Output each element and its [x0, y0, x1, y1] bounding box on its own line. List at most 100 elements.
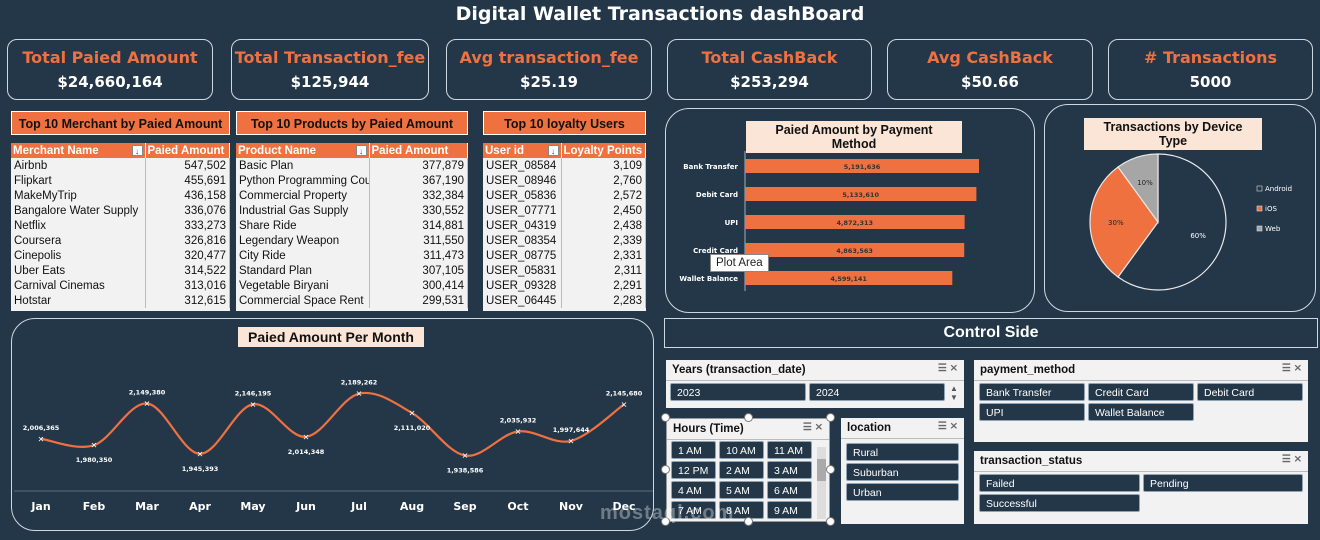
resize-handle[interactable]: [744, 517, 753, 526]
slicer-item-hour[interactable]: 8 AM: [719, 501, 764, 519]
slicer-item-bank-transfer[interactable]: Bank Transfer: [979, 383, 1085, 401]
plot-area-tooltip: Plot Area: [710, 254, 769, 272]
multiselect-clear-icons[interactable]: ☰ ⨯: [937, 363, 958, 374]
data-point[interactable]: ✕: [515, 427, 522, 436]
slicer-item-hour[interactable]: 9 AM: [767, 501, 812, 519]
data-point[interactable]: ✕: [250, 400, 257, 409]
table-row: Python Programming Course367,190: [236, 173, 468, 188]
resize-handle[interactable]: [661, 413, 670, 422]
row-label: Bangalore Water Supply: [11, 203, 146, 218]
slicer-item-hour[interactable]: 6 AM: [767, 481, 812, 499]
slicer-item-credit-card[interactable]: Credit Card: [1088, 383, 1194, 401]
multiselect-clear-icons[interactable]: ☰ ⨯: [937, 421, 958, 432]
scroll-arrows-icon[interactable]: ▲ ▼: [950, 384, 958, 402]
data-label: 2,111,020: [394, 424, 431, 432]
slicer-item-pending[interactable]: Pending: [1143, 474, 1303, 492]
row-value: 2,331: [561, 248, 646, 263]
filter-sort-icon[interactable]: ↓: [355, 145, 367, 156]
resize-handle[interactable]: [661, 465, 670, 474]
years-slicer: Years (transaction_date) ☰ ⨯ 2023 2024 ▲ ▼: [666, 360, 964, 408]
bar[interactable]: [745, 243, 965, 257]
data-label: 2,189,262: [341, 379, 378, 387]
month-tick-label: Mar: [135, 500, 159, 513]
data-point[interactable]: ✕: [356, 390, 363, 399]
resize-handle[interactable]: [661, 517, 670, 526]
data-point[interactable]: ✕: [197, 450, 204, 459]
slicer-item-wallet-balance[interactable]: Wallet Balance: [1088, 403, 1194, 421]
multiselect-clear-icons[interactable]: ☰ ⨯: [1281, 454, 1302, 465]
slicer-item-urban[interactable]: Urban: [846, 483, 959, 501]
slicer-item-2023[interactable]: 2023: [670, 383, 806, 401]
resize-handle[interactable]: [826, 465, 835, 474]
slicer-item-suburban[interactable]: Suburban: [846, 463, 959, 481]
resize-handle[interactable]: [826, 413, 835, 422]
hours-scrollbar[interactable]: [817, 447, 826, 519]
slicer-title: Years (transaction_date): [672, 364, 806, 376]
slicer-item-upi[interactable]: UPI: [979, 403, 1085, 421]
kpi-total-paid: Total Paied Amount $24,660,164: [7, 39, 213, 100]
bar[interactable]: [745, 187, 977, 201]
device-type-pie-chart[interactable]: 60% 30% 10% Android iOS Web: [1045, 105, 1317, 313]
row-value: 326,816: [145, 233, 230, 248]
slicer-item-hour[interactable]: 4 AM: [671, 481, 716, 499]
bar[interactable]: [745, 159, 979, 173]
products-table: Product Name ↓ Paied Amount Basic Plan 377…: [236, 143, 468, 311]
slicer-item-debit-card[interactable]: Debit Card: [1197, 383, 1303, 401]
multiselect-clear-icons[interactable]: ☰ ⨯: [1281, 363, 1302, 374]
resize-handle[interactable]: [826, 517, 835, 526]
table-row: Standard Plan 307,105: [236, 263, 468, 278]
data-label: 2,146,195: [235, 389, 272, 397]
pie-slice[interactable]: [1117, 153, 1227, 291]
table-row: Commercial Space Rent 299,531: [236, 293, 468, 308]
data-point[interactable]: ✕: [38, 435, 45, 444]
data-point[interactable]: ✕: [303, 433, 310, 442]
data-label: 5,133,610: [842, 191, 879, 199]
kpi-label: Total Transaction_fee: [234, 48, 426, 67]
slicer-item-hour[interactable]: 5 AM: [719, 481, 764, 499]
resize-handle[interactable]: [744, 413, 753, 422]
row-label: Uber Eats: [11, 263, 146, 278]
data-point[interactable]: ✕: [91, 441, 98, 450]
data-point[interactable]: ✕: [409, 409, 416, 418]
data-label: 1,938,586: [447, 466, 484, 474]
filter-sort-icon[interactable]: ↓: [131, 145, 143, 156]
payment-method-bar-chart[interactable]: Bank Transfer 5,191,636 Debit Card 5,133,61…: [666, 109, 1036, 314]
data-point[interactable]: ✕: [462, 451, 469, 460]
legend-label: iOS: [1265, 205, 1277, 213]
monthly-line-chart[interactable]: ✕ 2,006,365 Jan ✕ 1,980,350 Feb ✕ 2,149,380 Mar ✕…: [12, 319, 655, 532]
bar[interactable]: [745, 271, 953, 285]
table-row: Hotstar 312,615: [11, 293, 230, 308]
legend-swatch: [1256, 185, 1263, 192]
slicer-item-hour[interactable]: 7 AM: [671, 501, 716, 519]
slicer-item-hour[interactable]: 12 PM: [671, 461, 716, 479]
data-point[interactable]: ✕: [568, 437, 575, 446]
series-line[interactable]: [40, 391, 625, 457]
slicer-item-hour[interactable]: 10 AM: [719, 441, 764, 459]
row-value: 377,879: [369, 158, 468, 173]
legend-label: Android: [1265, 185, 1292, 193]
row-label: Commercial Property: [236, 188, 370, 203]
slicer-item-failed[interactable]: Failed: [979, 474, 1140, 492]
data-point[interactable]: ✕: [621, 400, 628, 409]
month-tick-label: Aug: [400, 500, 424, 513]
bar[interactable]: [745, 215, 965, 229]
slicer-item-hour[interactable]: 1 AM: [671, 441, 716, 459]
slicer-item-rural[interactable]: Rural: [846, 443, 959, 461]
slicer-title: transaction_status: [980, 455, 1083, 467]
slicer-item-hour[interactable]: 2 AM: [719, 461, 764, 479]
data-label: 4,863,563: [836, 247, 873, 255]
multiselect-clear-icons[interactable]: ☰ ⨯: [802, 422, 823, 433]
col-header: Product Name ↓: [236, 143, 370, 158]
slicer-item-2024[interactable]: 2024: [809, 383, 945, 401]
pie-slice[interactable]: [1117, 153, 1159, 224]
slicer-item-hour[interactable]: 11 AM: [767, 441, 812, 459]
filter-sort-icon[interactable]: ↓: [547, 145, 559, 156]
pie-slice[interactable]: [1089, 166, 1159, 278]
slicer-item-successful[interactable]: Successful: [979, 494, 1140, 512]
slicer-item-hour[interactable]: 3 AM: [767, 461, 812, 479]
kpi-label: Total CashBack: [701, 48, 838, 67]
month-tick-label: Feb: [83, 500, 106, 513]
month-tick-label: Oct: [507, 500, 528, 513]
table-row: USER_04319 2,438: [483, 218, 646, 233]
data-point[interactable]: ✕: [144, 399, 151, 408]
